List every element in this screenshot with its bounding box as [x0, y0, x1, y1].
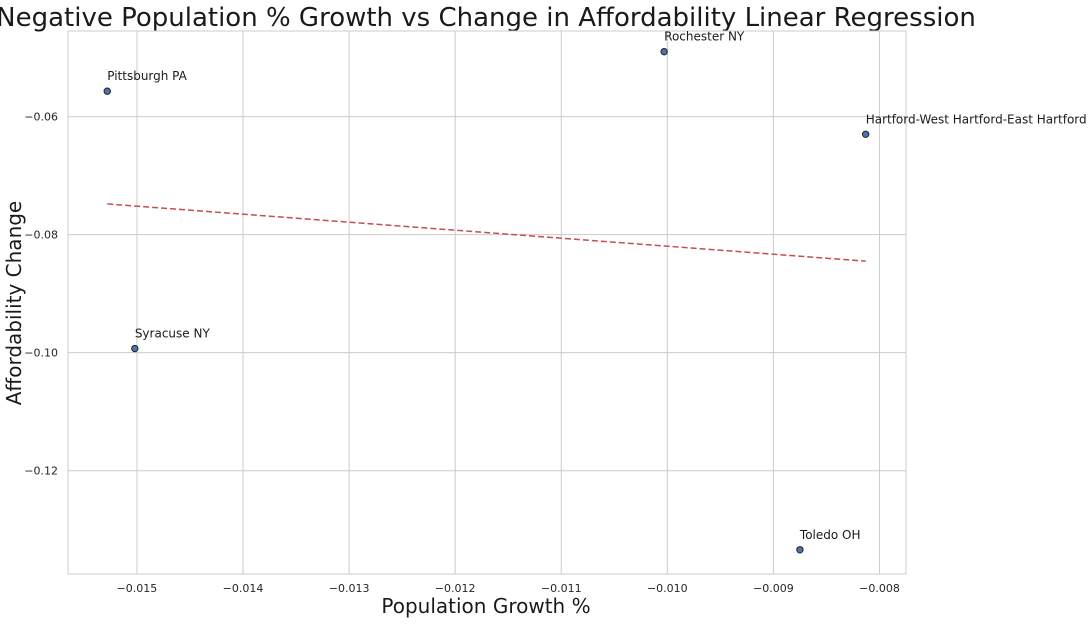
y-tick-labels: −0.12 −0.10 −0.08 −0.06 — [24, 111, 58, 478]
point-label: Rochester NY — [664, 30, 745, 44]
y-tick-label: −0.10 — [24, 347, 58, 360]
plot-frame — [67, 30, 907, 575]
x-tick-label: −0.013 — [329, 582, 370, 595]
chart-title: Negative Population % Growth vs Change i… — [0, 3, 976, 33]
y-tick-label: −0.06 — [24, 111, 58, 124]
x-axis-label: Population Growth % — [381, 594, 590, 618]
x-tick-label: −0.012 — [435, 582, 476, 595]
point-label: Syracuse NY — [135, 327, 211, 341]
grid — [68, 31, 906, 574]
point-label: Hartford-West Hartford-East Hartford CT — [866, 112, 1088, 126]
x-tick-label: −0.009 — [753, 582, 794, 595]
data-points — [103, 47, 870, 554]
x-tick-labels: −0.015 −0.014 −0.013 −0.012 −0.011 −0.010 −0.0… — [117, 582, 900, 595]
x-tick-label: −0.011 — [541, 582, 582, 595]
x-tick-label: −0.014 — [223, 582, 264, 595]
data-point — [660, 47, 668, 56]
y-axis-label: Affordability Change — [2, 201, 26, 406]
x-tick-label: −0.010 — [647, 582, 688, 595]
regression-line — [107, 203, 866, 262]
y-tick-label: −0.12 — [24, 465, 58, 478]
point-labels: Pittsburgh PA Syracuse NY Rochester NY Hart… — [107, 30, 1088, 542]
data-point — [131, 344, 139, 353]
data-point — [103, 87, 111, 95]
x-tick-label: −0.015 — [117, 582, 158, 595]
y-tick-label: −0.08 — [24, 229, 58, 242]
data-point — [861, 130, 870, 138]
point-label: Toledo OH — [799, 528, 861, 542]
x-tick-label: −0.008 — [859, 582, 900, 595]
data-point — [796, 546, 804, 554]
point-label: Pittsburgh PA — [107, 69, 187, 83]
